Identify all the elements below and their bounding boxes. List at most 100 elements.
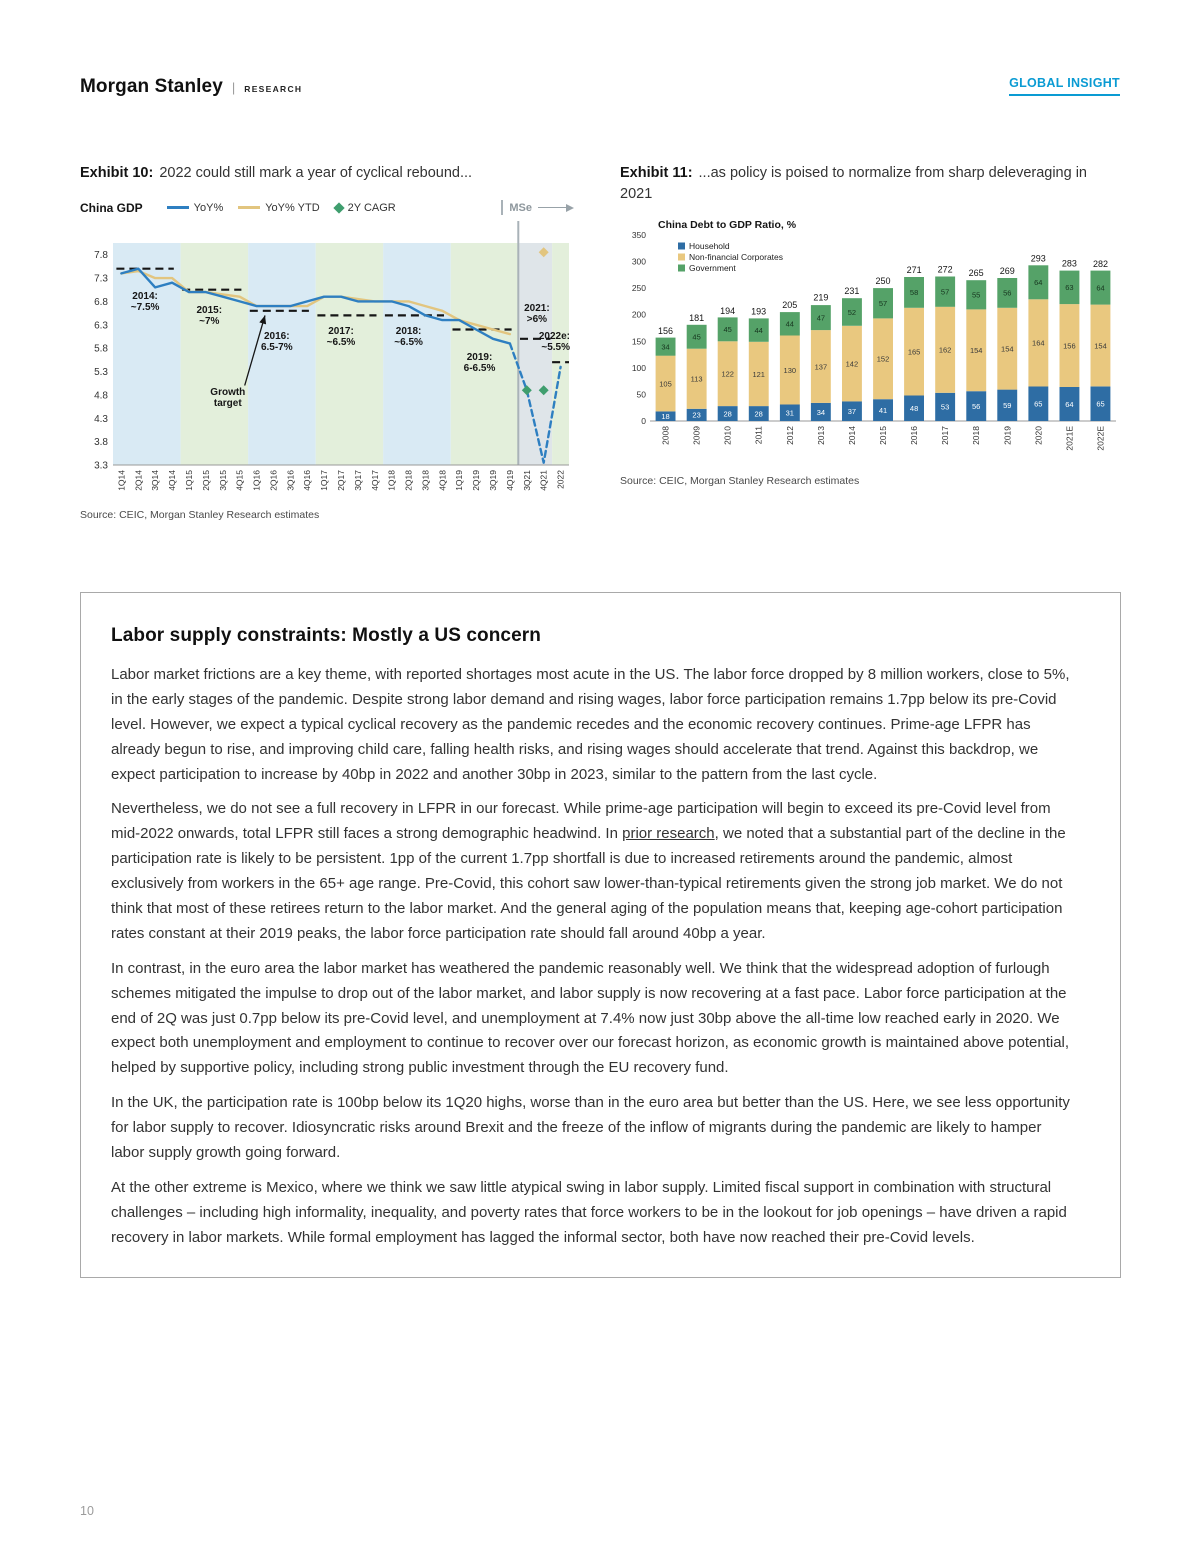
svg-text:47: 47 [817, 313, 825, 322]
svg-text:121: 121 [752, 370, 765, 379]
svg-text:2014:~7.5%: 2014: ~7.5% [131, 291, 160, 313]
svg-text:4.3: 4.3 [94, 414, 108, 425]
svg-text:53: 53 [941, 403, 949, 412]
svg-text:156: 156 [1063, 341, 1076, 350]
mse-label: MSe [509, 201, 532, 214]
svg-text:1Q19: 1Q19 [454, 470, 464, 491]
legend-item-mse: MSe [501, 200, 574, 216]
svg-text:154: 154 [970, 346, 983, 355]
svg-text:250: 250 [632, 283, 646, 293]
svg-text:2018: 2018 [971, 426, 981, 445]
svg-text:58: 58 [910, 288, 918, 297]
svg-text:164: 164 [1032, 339, 1045, 348]
svg-text:4.8: 4.8 [94, 390, 108, 401]
text-run: , we noted that a substantial part of th… [111, 825, 1066, 942]
svg-text:2Q14: 2Q14 [133, 470, 143, 491]
china-debt-bar-chart: China Debt to GDP Ratio, % 0 50 100 150 200 25… [620, 215, 1120, 472]
brand-name: Morgan Stanley [80, 76, 223, 97]
svg-text:6.3: 6.3 [94, 320, 108, 331]
svg-text:181: 181 [689, 313, 704, 323]
svg-text:137: 137 [815, 362, 828, 371]
svg-text:57: 57 [879, 299, 887, 308]
legend-item-yoy: YoY% [166, 202, 223, 214]
svg-text:2Q18: 2Q18 [404, 470, 414, 491]
svg-text:52: 52 [848, 308, 856, 317]
exhibit-10-source: Source: CEIC, Morgan Stanley Research es… [80, 509, 320, 522]
svg-text:2015:~7%: 2015: ~7% [197, 305, 223, 327]
yoy-line-swatch [166, 206, 189, 209]
svg-text:3Q15: 3Q15 [218, 470, 228, 491]
svg-text:2019: 2019 [1002, 426, 1012, 445]
exhibit-10: Exhibit 10: 2022 could still mark a year … [80, 163, 574, 522]
body-paragraph: In contrast, in the euro area the labor … [111, 957, 1076, 1081]
svg-text:3Q18: 3Q18 [420, 470, 430, 491]
cagr-diamond-swatch [332, 201, 345, 214]
svg-text:150: 150 [632, 336, 646, 346]
svg-text:282: 282 [1093, 259, 1108, 269]
svg-text:4Q17: 4Q17 [370, 470, 380, 491]
svg-text:59: 59 [1003, 401, 1011, 410]
svg-text:Non-financial Corporates: Non-financial Corporates [689, 252, 783, 262]
svg-text:4Q18: 4Q18 [437, 470, 447, 491]
svg-text:4Q16: 4Q16 [302, 470, 312, 491]
text-run: Nevertheless, we do not see a full recov… [111, 800, 1051, 843]
svg-text:65: 65 [1034, 400, 1042, 409]
svg-text:2022E: 2022E [1096, 426, 1106, 451]
svg-text:2021:>6%: 2021: >6% [524, 303, 550, 325]
svg-text:Household: Household [689, 241, 730, 251]
svg-text:142: 142 [846, 359, 859, 368]
body-paragraph: In the UK, the participation rate is 100… [111, 1091, 1076, 1166]
svg-text:34: 34 [817, 408, 825, 417]
exhibit-10-legend: China GDP YoY% YoY% YTD 2Y CAGR MSe [80, 200, 574, 216]
svg-text:293: 293 [1031, 253, 1046, 263]
svg-text:48: 48 [910, 404, 918, 413]
svg-text:3.3: 3.3 [94, 461, 108, 472]
svg-text:2012: 2012 [785, 426, 795, 445]
prior-research-link[interactable]: prior research [622, 825, 715, 843]
exhibit-11-title: ...as policy is poised to normalize from… [620, 165, 1088, 203]
svg-text:2019:6-6.5%: 2019: 6-6.5% [464, 352, 496, 374]
box-body: Labor market frictions are a key theme, … [111, 663, 1076, 1251]
svg-text:250: 250 [875, 276, 890, 286]
text-run: In the UK, the participation rate is 100… [111, 1094, 1070, 1162]
box-title: Labor supply constraints: Mostly a US co… [111, 625, 541, 646]
svg-text:154: 154 [1001, 345, 1014, 354]
svg-text:152: 152 [877, 355, 890, 364]
brand-divider: | [231, 80, 236, 95]
svg-text:3Q16: 3Q16 [285, 470, 295, 491]
svg-text:28: 28 [755, 409, 763, 418]
svg-text:37: 37 [848, 407, 856, 416]
svg-text:4Q15: 4Q15 [235, 470, 245, 491]
svg-text:194: 194 [720, 306, 735, 316]
svg-text:2018:~6.5%: 2018: ~6.5% [394, 326, 423, 348]
svg-text:154: 154 [1094, 341, 1107, 350]
body-paragraph: Labor market frictions are a key theme, … [111, 663, 1076, 787]
svg-text:283: 283 [1062, 259, 1077, 269]
svg-text:200: 200 [632, 310, 646, 320]
svg-text:165: 165 [908, 347, 921, 356]
svg-text:2008: 2008 [661, 426, 671, 445]
svg-text:3Q17: 3Q17 [353, 470, 363, 491]
text-run: Labor market frictions are a key theme, … [111, 666, 1070, 783]
svg-text:300: 300 [632, 257, 646, 267]
svg-text:0: 0 [641, 416, 646, 426]
exhibit-10-label: Exhibit 10: [80, 165, 154, 181]
china-gdp-line-chart: 7.8 7.3 6.8 6.3 5.8 5.3 4.8 4.3 3.8 3.3 1Q14 2Q14 3Q… [80, 217, 572, 506]
svg-text:219: 219 [813, 293, 828, 303]
svg-text:41: 41 [879, 406, 887, 415]
svg-text:4Q19: 4Q19 [505, 470, 515, 491]
svg-text:2017: 2017 [940, 426, 950, 445]
svg-text:113: 113 [691, 375, 703, 384]
legend-item-2y-cagr: 2Y CAGR [332, 201, 396, 214]
svg-text:2015: 2015 [878, 426, 888, 445]
svg-text:31: 31 [786, 409, 794, 418]
svg-text:2Q17: 2Q17 [336, 470, 346, 491]
svg-text:2020: 2020 [1033, 426, 1043, 445]
svg-text:50: 50 [637, 389, 647, 399]
svg-text:271: 271 [907, 265, 922, 275]
svg-text:272: 272 [938, 265, 953, 275]
ytd-line-swatch [238, 206, 261, 209]
svg-text:265: 265 [969, 268, 984, 278]
svg-text:18: 18 [661, 412, 669, 421]
